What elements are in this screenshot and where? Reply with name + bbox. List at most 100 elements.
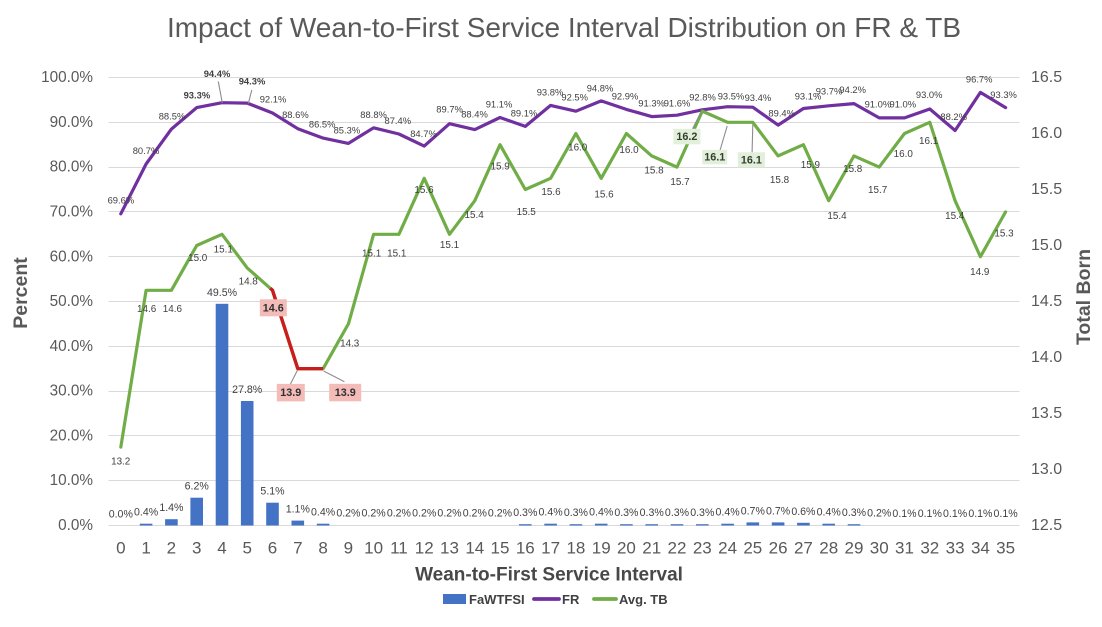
svg-text:88.5%: 88.5% bbox=[159, 111, 186, 122]
svg-text:93.4%: 93.4% bbox=[745, 92, 772, 103]
svg-text:94.2%: 94.2% bbox=[839, 84, 866, 95]
svg-text:15.8: 15.8 bbox=[770, 175, 790, 186]
svg-text:35: 35 bbox=[996, 539, 1015, 558]
svg-text:29: 29 bbox=[845, 539, 864, 558]
svg-text:70.0%: 70.0% bbox=[50, 204, 94, 221]
svg-text:31: 31 bbox=[895, 539, 914, 558]
svg-text:12: 12 bbox=[415, 539, 434, 558]
svg-text:1: 1 bbox=[141, 539, 150, 558]
svg-text:40.0%: 40.0% bbox=[50, 338, 94, 355]
svg-text:13.9: 13.9 bbox=[280, 387, 301, 399]
svg-text:93.8%: 93.8% bbox=[537, 87, 564, 98]
svg-text:14: 14 bbox=[465, 539, 484, 558]
svg-text:15.1: 15.1 bbox=[387, 249, 407, 260]
svg-text:100.0%: 100.0% bbox=[41, 69, 93, 86]
svg-text:69.6%: 69.6% bbox=[108, 194, 135, 205]
svg-text:22: 22 bbox=[668, 539, 687, 558]
svg-text:15.7: 15.7 bbox=[670, 177, 689, 188]
svg-text:23: 23 bbox=[693, 539, 712, 558]
svg-text:3: 3 bbox=[192, 539, 201, 558]
svg-text:16: 16 bbox=[516, 539, 535, 558]
svg-text:88.8%: 88.8% bbox=[360, 109, 387, 120]
svg-text:92.5%: 92.5% bbox=[561, 92, 588, 103]
svg-text:89.4%: 89.4% bbox=[768, 107, 795, 118]
svg-text:92.9%: 92.9% bbox=[612, 91, 639, 102]
svg-text:16.0: 16.0 bbox=[568, 143, 588, 154]
svg-text:14.9: 14.9 bbox=[970, 267, 990, 278]
svg-text:84.7%: 84.7% bbox=[410, 128, 437, 139]
svg-text:30.0%: 30.0% bbox=[50, 383, 94, 400]
svg-text:91.0%: 91.0% bbox=[865, 99, 892, 110]
svg-text:0.4%: 0.4% bbox=[589, 507, 614, 519]
svg-text:13.9: 13.9 bbox=[335, 387, 356, 399]
svg-text:0.1%: 0.1% bbox=[892, 508, 917, 520]
svg-text:88.2%: 88.2% bbox=[940, 111, 967, 122]
svg-text:17: 17 bbox=[541, 539, 560, 558]
svg-text:92.8%: 92.8% bbox=[689, 92, 716, 103]
svg-text:10.0%: 10.0% bbox=[50, 472, 94, 489]
svg-text:18: 18 bbox=[566, 539, 585, 558]
svg-text:0.4%: 0.4% bbox=[134, 507, 159, 519]
svg-text:13.5: 13.5 bbox=[1031, 405, 1062, 422]
svg-text:0.2%: 0.2% bbox=[437, 508, 462, 520]
svg-text:91.3%: 91.3% bbox=[638, 98, 665, 109]
svg-text:0.2%: 0.2% bbox=[488, 508, 513, 520]
svg-text:16.0: 16.0 bbox=[894, 149, 914, 160]
svg-text:0.2%: 0.2% bbox=[336, 508, 361, 520]
svg-text:30: 30 bbox=[870, 539, 889, 558]
svg-text:15.6: 15.6 bbox=[414, 185, 434, 196]
svg-text:19: 19 bbox=[592, 539, 611, 558]
svg-text:0.4%: 0.4% bbox=[539, 507, 564, 519]
svg-text:27.8%: 27.8% bbox=[232, 384, 263, 396]
svg-text:6: 6 bbox=[268, 539, 277, 558]
svg-text:16.2: 16.2 bbox=[676, 131, 697, 143]
svg-text:50.0%: 50.0% bbox=[50, 293, 94, 310]
svg-text:0.3%: 0.3% bbox=[513, 507, 538, 519]
svg-text:0.2%: 0.2% bbox=[412, 508, 437, 520]
svg-text:Wean-to-First Service Interval: Wean-to-First Service Interval bbox=[415, 565, 683, 586]
svg-text:10: 10 bbox=[364, 539, 383, 558]
svg-text:14.6: 14.6 bbox=[263, 302, 284, 314]
svg-text:15.4: 15.4 bbox=[464, 210, 484, 221]
svg-text:2: 2 bbox=[167, 539, 176, 558]
svg-text:80.7%: 80.7% bbox=[133, 145, 160, 156]
svg-text:86.5%: 86.5% bbox=[309, 118, 336, 129]
svg-text:15.0: 15.0 bbox=[1031, 237, 1062, 254]
svg-text:89.7%: 89.7% bbox=[436, 104, 463, 115]
svg-text:14.8: 14.8 bbox=[239, 277, 259, 288]
svg-text:16.1: 16.1 bbox=[741, 154, 762, 166]
svg-text:13.0: 13.0 bbox=[1031, 461, 1062, 478]
svg-text:0.4%: 0.4% bbox=[817, 507, 842, 519]
svg-text:Avg. TB: Avg. TB bbox=[619, 592, 668, 607]
svg-text:94.4%: 94.4% bbox=[204, 68, 231, 79]
svg-text:0.3%: 0.3% bbox=[564, 507, 589, 519]
svg-text:15.4: 15.4 bbox=[827, 211, 847, 222]
svg-text:34: 34 bbox=[971, 539, 990, 558]
svg-text:15: 15 bbox=[491, 539, 510, 558]
svg-text:15.5: 15.5 bbox=[1031, 181, 1062, 198]
svg-text:93.0%: 93.0% bbox=[916, 89, 943, 100]
svg-text:24: 24 bbox=[718, 539, 737, 558]
svg-text:1.4%: 1.4% bbox=[159, 502, 184, 514]
svg-text:94.8%: 94.8% bbox=[587, 83, 614, 94]
svg-text:0.6%: 0.6% bbox=[791, 506, 816, 518]
svg-text:93.1%: 93.1% bbox=[795, 91, 822, 102]
svg-text:0.0%: 0.0% bbox=[58, 517, 93, 534]
svg-text:15.9: 15.9 bbox=[801, 160, 821, 171]
svg-text:0.2%: 0.2% bbox=[362, 508, 387, 520]
svg-text:20: 20 bbox=[617, 539, 636, 558]
svg-text:16.1: 16.1 bbox=[919, 136, 939, 147]
svg-text:15.6: 15.6 bbox=[541, 187, 561, 198]
svg-text:0.7%: 0.7% bbox=[766, 505, 791, 517]
svg-text:16.1: 16.1 bbox=[704, 152, 725, 164]
svg-text:0.3%: 0.3% bbox=[640, 507, 665, 519]
svg-text:0.4%: 0.4% bbox=[311, 507, 336, 519]
svg-text:16.5: 16.5 bbox=[1031, 69, 1062, 86]
svg-text:0.2%: 0.2% bbox=[867, 508, 892, 520]
svg-text:33: 33 bbox=[946, 539, 965, 558]
svg-text:0.2%: 0.2% bbox=[387, 508, 412, 520]
svg-text:0.1%: 0.1% bbox=[994, 508, 1019, 520]
svg-text:0.7%: 0.7% bbox=[741, 505, 766, 517]
svg-text:0: 0 bbox=[116, 539, 125, 558]
svg-text:20.0%: 20.0% bbox=[50, 427, 94, 444]
